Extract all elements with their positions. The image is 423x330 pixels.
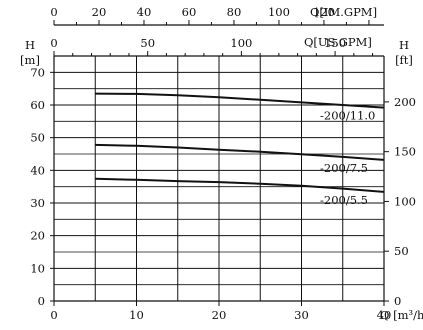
x-top-im-tick-label: 120 [313, 5, 335, 19]
y-left-tick-label: 50 [30, 131, 45, 145]
x-bottom-tick-label: 30 [294, 308, 309, 322]
y-left-tick-label: 10 [30, 261, 45, 275]
x-bottom-tick-label: 20 [212, 308, 227, 322]
x-top-us-tick-label: 150 [324, 36, 346, 50]
x-top-us-tick-label: 50 [140, 36, 155, 50]
y-left-tick-label: 40 [30, 163, 45, 177]
curve-3-label: -200/5.5 [320, 193, 368, 207]
y-left-tick-label: 60 [30, 98, 45, 112]
x-top-im-tick-label: 0 [50, 5, 57, 19]
x-top-im-axis-title: Q[IM.GPM] [310, 5, 377, 19]
x-top-im-tick-label: 80 [227, 5, 242, 19]
y-left-axis-title: H [25, 38, 35, 52]
x-top-us-axis-title: Q[US.GPM] [304, 35, 372, 49]
curve-1-label: -200/11.0 [320, 109, 375, 123]
x-top-im-tick-label: 40 [137, 5, 152, 19]
x-top-us-tick-label: 100 [230, 36, 252, 50]
x-top-im-tick-label: 60 [182, 5, 197, 19]
y-left-tick-label: 70 [30, 65, 45, 79]
curve-2-label: -200/7.5 [320, 161, 368, 175]
x-bottom-tick-label: 40 [377, 308, 392, 322]
x-bottom-axis-title: Q [m³/h] [380, 308, 423, 322]
y-right-tick-label: 50 [394, 244, 409, 258]
y-left-tick-label: 20 [30, 229, 45, 243]
y-right-tick-label: 100 [394, 194, 416, 208]
y-right-tick-label: 150 [394, 145, 416, 159]
curve-1 [95, 92, 385, 109]
y-left-axis-unit: [m] [20, 53, 40, 67]
y-left-tick-label: 0 [38, 294, 45, 308]
y-left-tick-label: 30 [30, 196, 45, 210]
x-top-im-tick-label: 100 [268, 5, 290, 19]
y-right-tick-label: 0 [394, 294, 401, 308]
x-bottom-tick-label: 0 [50, 308, 57, 322]
y-right-axis-unit: [ft] [395, 53, 413, 67]
x-bottom-tick-label: 10 [129, 308, 144, 322]
x-top-us-tick-label: 0 [50, 36, 57, 50]
y-right-axis-title: H [399, 38, 409, 52]
curve-2 [95, 143, 385, 161]
curve-3 [95, 177, 385, 193]
y-right-tick-label: 200 [394, 95, 416, 109]
x-top-im-tick-label: 20 [92, 5, 107, 19]
